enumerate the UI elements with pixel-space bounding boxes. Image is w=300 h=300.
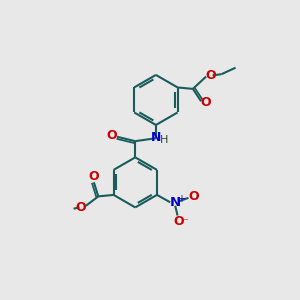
Text: H: H bbox=[160, 135, 168, 145]
Text: O: O bbox=[201, 96, 212, 109]
Text: +: + bbox=[177, 194, 185, 204]
Text: O: O bbox=[106, 129, 117, 142]
Text: O: O bbox=[75, 201, 86, 214]
Text: O: O bbox=[206, 69, 216, 82]
Text: O: O bbox=[174, 214, 184, 228]
Text: O: O bbox=[88, 170, 99, 183]
Text: O: O bbox=[188, 190, 199, 203]
Text: N: N bbox=[151, 131, 162, 144]
Text: N: N bbox=[169, 196, 181, 209]
Text: ⁻: ⁻ bbox=[183, 217, 188, 227]
